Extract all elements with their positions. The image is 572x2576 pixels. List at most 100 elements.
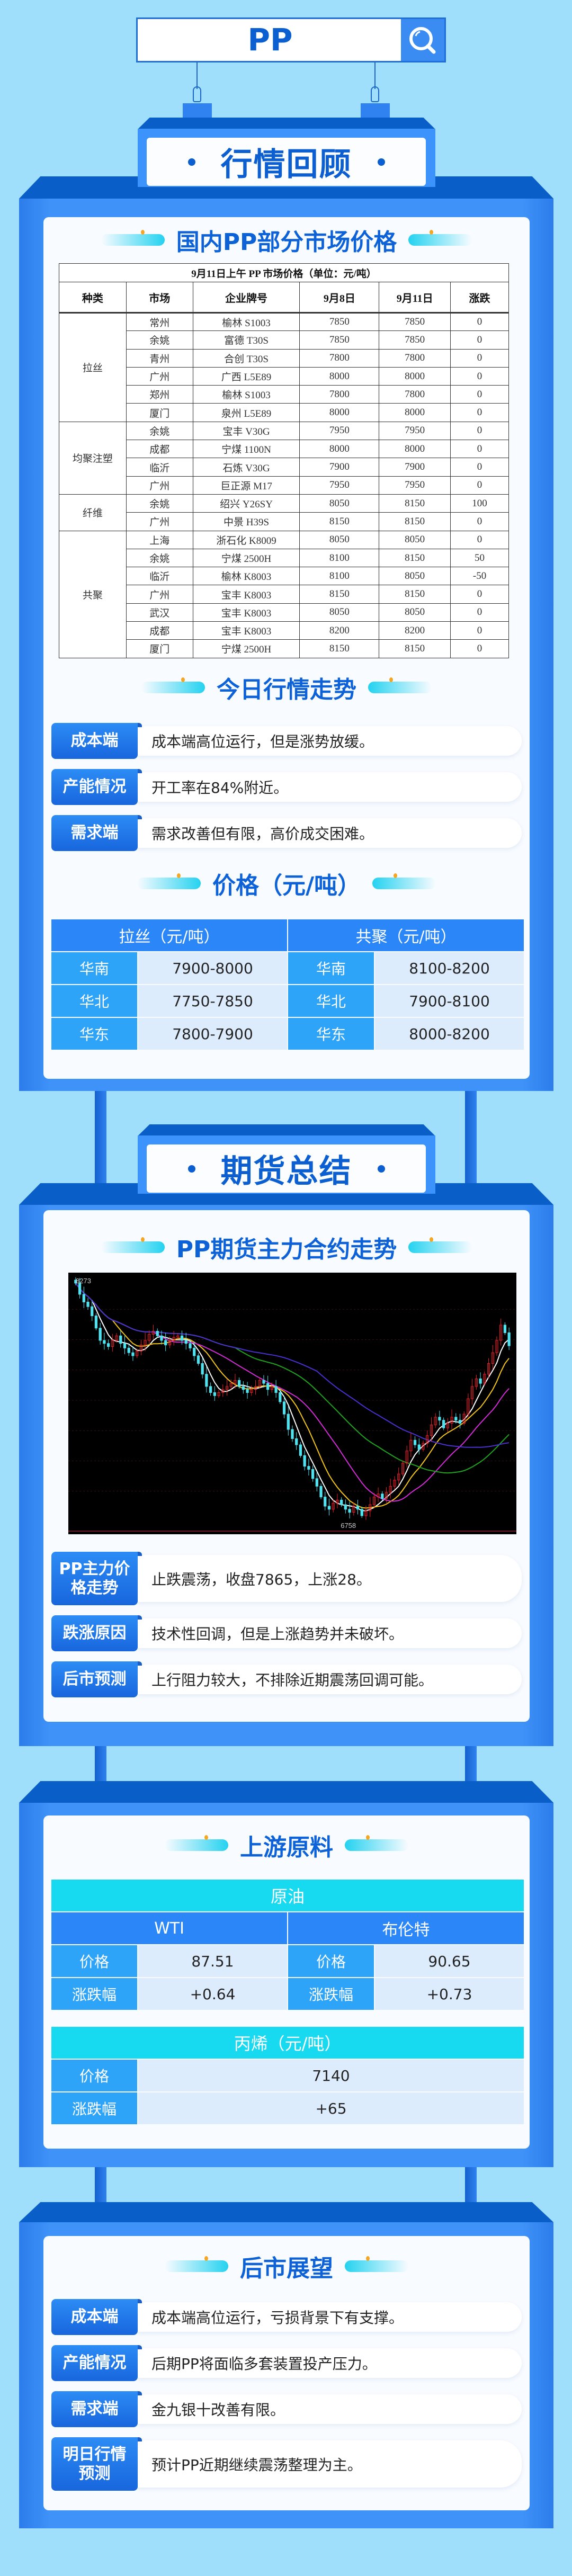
column-header: 种类 (59, 282, 127, 314)
candle-body (111, 1340, 114, 1347)
lasi-price: 7750-7850 (138, 985, 287, 1017)
candle-body (409, 1439, 413, 1452)
table-row: 广州 广西 L5E89 8000 8000 0 (59, 366, 509, 386)
info-text: 上行阻力较大，不排除近期震荡回调可能。 (138, 1665, 522, 1694)
binder-clip-ring (371, 86, 379, 102)
search-icon (409, 27, 436, 54)
table-cell: 广州 (126, 512, 193, 531)
wti-header: WTI (51, 1912, 287, 1944)
candle-body (438, 1417, 441, 1421)
table-cell: 浙石化 K8009 (192, 530, 300, 549)
candle-body (213, 1392, 216, 1396)
table-cell: 8150 (379, 585, 451, 604)
info-row: 明日行情预测 预计PP近期继续震荡整理为主。 (51, 2437, 522, 2491)
candle-body (454, 1417, 458, 1421)
hanging-string (374, 62, 376, 89)
column-header: 企业牌号 (192, 282, 300, 314)
category-cell: 均聚注塑 (59, 421, 127, 495)
table-cell: 上海 (126, 530, 193, 549)
candle-body (176, 1335, 180, 1338)
info-label: 产能情况 (51, 769, 142, 805)
table-cell: 0 (450, 330, 509, 350)
candle-body (168, 1340, 172, 1346)
candle-body (287, 1414, 290, 1430)
candle-body (299, 1444, 302, 1456)
info-text: 预计PP近期继续震荡整理为主。 (138, 2440, 522, 2488)
candle-body (139, 1345, 142, 1352)
table-cell: 8100 (299, 548, 380, 568)
info-text: 金九银十改善有限。 (138, 2394, 522, 2424)
decor-pill (408, 230, 472, 246)
candle-body (434, 1417, 437, 1425)
region-label: 华南 (288, 952, 374, 984)
table-cell: 8000 (299, 440, 380, 459)
table-cell: 武汉 (126, 603, 193, 622)
table-cell: 宁煤 2500H (192, 639, 300, 658)
propylene-header: 丙烯（元/吨） (51, 2027, 524, 2059)
region-label: 华南 (51, 952, 137, 984)
table-cell: 广州 (126, 585, 193, 604)
candle-body (397, 1473, 400, 1481)
info-text: 成本端高位运行，但是涨势放缓。 (138, 726, 522, 756)
region-label: 华北 (51, 985, 137, 1017)
decor-pill (137, 873, 201, 889)
gongju-price: 8000-8200 (375, 1018, 524, 1050)
candle-body (442, 1420, 445, 1428)
table-cell: 0 (450, 603, 509, 622)
decor-pill (165, 2256, 228, 2272)
candle-body (393, 1480, 396, 1487)
search-bar[interactable]: PP (136, 17, 446, 62)
table-row: 广州 巨正源 M17 7950 7950 0 (59, 476, 509, 495)
candle-body (417, 1444, 421, 1450)
crude-oil-table: 原油 WTI 布伦特 价格 87.51 价格 90.65 涨跌幅 +0.64 涨… (51, 1880, 524, 2010)
heading-text: 今日行情走势 (217, 676, 356, 703)
low-label: 6758 (341, 1522, 356, 1529)
table-cell: 余姚 (126, 421, 193, 441)
candle-body (201, 1363, 204, 1375)
table-cell: 8050 (379, 530, 451, 549)
info-label: 需求端 (51, 2391, 142, 2427)
candle-body (274, 1386, 278, 1393)
candle-body (144, 1340, 147, 1346)
heading-text: 上游原料 (240, 1834, 333, 1861)
candle-body (103, 1340, 106, 1344)
candle-body (377, 1493, 380, 1498)
tab-top (138, 1124, 435, 1136)
table-cell: 8000 (299, 403, 380, 422)
table-row: 共聚 上海 浙石化 K8009 8050 8050 0 (59, 530, 509, 658)
table-cell: 临沂 (126, 458, 193, 477)
table-cell: 8150 (299, 585, 380, 604)
support-post (465, 1746, 477, 1788)
decor-pill (165, 1835, 228, 1851)
candle-body (221, 1389, 225, 1393)
candle-body (487, 1363, 490, 1375)
table-cell: 宝丰 K8003 (192, 621, 300, 640)
table-cell: 8150 (299, 512, 380, 531)
table-cell: 7950 (379, 476, 451, 495)
gongju-price: 8100-8200 (375, 952, 524, 984)
table-cell: 石炼 V30G (192, 458, 300, 477)
candle-body (467, 1398, 470, 1415)
table-cell: 8050 (299, 603, 380, 622)
table-title: 9月11日上午 PP 市场价格（单位：元/吨） (59, 263, 509, 282)
candle-body (327, 1506, 331, 1510)
candle-body (74, 1280, 77, 1284)
table-cell: 青州 (126, 348, 193, 368)
section-tab: 期货总结 (147, 1144, 426, 1193)
candle-body (127, 1347, 130, 1353)
brent-price: 90.65 (375, 1945, 524, 1977)
table-cell: 0 (450, 440, 509, 459)
table-row: 成都 宁煤 1100N 8000 8000 0 (59, 440, 509, 459)
dot-icon (377, 158, 385, 166)
table-cell: 7900 (299, 458, 380, 477)
region-label: 华东 (288, 1018, 374, 1050)
candle-body (196, 1355, 200, 1364)
table-cell: 0 (450, 385, 509, 404)
candle-body (180, 1335, 184, 1341)
heading-text: 后市展望 (240, 2255, 333, 2282)
info-text: 技术性回调，但是上涨趋势并未破坏。 (138, 1618, 522, 1648)
info-label: 跌涨原因 (51, 1615, 142, 1651)
candle-body (270, 1386, 274, 1390)
search-button[interactable] (401, 19, 444, 61)
wti-price: 87.51 (138, 1945, 287, 1977)
